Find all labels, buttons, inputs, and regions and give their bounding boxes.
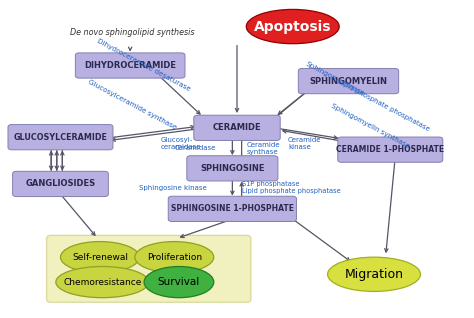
Text: Dihydroceramide desaturase: Dihydroceramide desaturase: [96, 38, 192, 92]
Ellipse shape: [61, 242, 139, 273]
Text: Glucosyl-
ceramidase: Glucosyl- ceramidase: [160, 137, 201, 150]
Text: Ceramidase: Ceramidase: [175, 145, 216, 151]
FancyBboxPatch shape: [168, 196, 296, 221]
Text: Sphingomyelin synthase: Sphingomyelin synthase: [330, 103, 410, 150]
Text: Proliferation: Proliferation: [147, 253, 202, 262]
FancyBboxPatch shape: [298, 68, 399, 94]
Text: GANGLIOSIDES: GANGLIOSIDES: [26, 179, 96, 189]
Text: CERAMIDE 1-PHOSPHATE: CERAMIDE 1-PHOSPHATE: [336, 145, 444, 154]
Text: Ceramide
synthase: Ceramide synthase: [246, 142, 280, 155]
Text: GLUCOSYLCERAMIDE: GLUCOSYLCERAMIDE: [14, 133, 108, 142]
Text: DIHYDROCERAMIDE: DIHYDROCERAMIDE: [84, 61, 176, 70]
FancyBboxPatch shape: [194, 115, 280, 141]
Text: Self-renewal: Self-renewal: [72, 253, 128, 262]
Text: Apoptosis: Apoptosis: [254, 19, 331, 34]
Text: Glucosylceramide synthase: Glucosylceramide synthase: [87, 79, 178, 131]
Text: Sphingosine kinase: Sphingosine kinase: [139, 185, 207, 191]
Ellipse shape: [135, 242, 214, 273]
Text: SPHINGOSINE 1-PHOSPHATE: SPHINGOSINE 1-PHOSPHATE: [171, 204, 294, 213]
Text: Lipid phosphate phosphatase: Lipid phosphate phosphatase: [337, 79, 430, 133]
FancyBboxPatch shape: [8, 125, 113, 150]
Text: Survival: Survival: [158, 277, 200, 287]
Text: Migration: Migration: [345, 268, 403, 281]
Text: SPHINGOMYELIN: SPHINGOMYELIN: [310, 77, 387, 86]
Text: SPHINGOSINE: SPHINGOSINE: [200, 164, 264, 173]
Text: S1P phosphatase
Lipid phosphate phosphatase: S1P phosphatase Lipid phosphate phosphat…: [242, 181, 340, 194]
Text: Ceramide
kinase: Ceramide kinase: [288, 137, 321, 150]
Ellipse shape: [144, 266, 214, 298]
FancyBboxPatch shape: [187, 156, 278, 181]
Ellipse shape: [56, 266, 149, 298]
FancyBboxPatch shape: [13, 171, 109, 197]
Text: Sphingomyelinase: Sphingomyelinase: [304, 60, 365, 97]
Text: CERAMIDE: CERAMIDE: [213, 123, 261, 132]
Ellipse shape: [328, 257, 420, 291]
FancyBboxPatch shape: [46, 235, 251, 302]
FancyBboxPatch shape: [338, 137, 443, 162]
Text: De novo sphingolipid synthesis: De novo sphingolipid synthesis: [70, 28, 194, 37]
Text: Chemoresistance: Chemoresistance: [63, 278, 141, 287]
Ellipse shape: [246, 10, 339, 44]
FancyBboxPatch shape: [75, 53, 185, 78]
